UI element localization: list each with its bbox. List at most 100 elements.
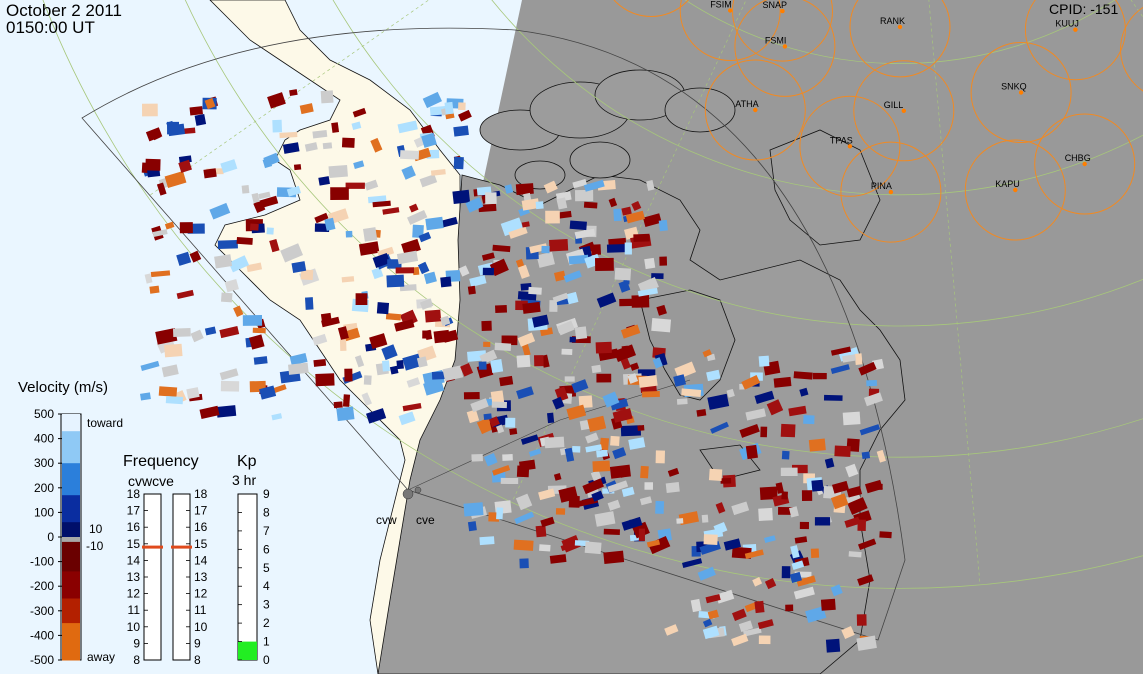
kp-tick-label: 1: [263, 635, 270, 649]
velocity-cell: [288, 362, 309, 375]
velocity-cell: [156, 182, 167, 196]
radar-label-cve: cve: [416, 513, 435, 527]
velocity-cell: [321, 316, 340, 328]
velocity-cell: [596, 449, 609, 458]
velocity-cell: [355, 293, 368, 306]
velocity-cell: [433, 329, 450, 344]
velocity-cell: [460, 362, 474, 377]
velocity-cell: [788, 405, 807, 417]
velocity-cell: [166, 121, 180, 135]
station-dot: [901, 108, 906, 114]
velocity-cell: [861, 451, 871, 460]
velocity-cell: [483, 341, 491, 347]
velocity-cell: [333, 401, 343, 409]
velocity-cell: [832, 480, 849, 494]
velocity-cell: [859, 424, 881, 436]
velocity-cell: [164, 170, 187, 188]
velocity-cell: [331, 122, 340, 133]
velocity-cell: [363, 227, 378, 242]
velocity-cell: [330, 187, 349, 200]
velocity-cell: [342, 394, 351, 407]
velocity-cell: [603, 528, 620, 536]
velocity-cell: [547, 412, 555, 424]
frequency-tick-label-right: 14: [194, 553, 208, 567]
velocity-cell: [759, 486, 778, 500]
frequency-tick-label-left: 16: [127, 520, 141, 534]
velocity-cell: [412, 224, 424, 238]
velocity-colorbar-segment: [62, 463, 80, 496]
velocity-cell: [467, 285, 476, 295]
velocity-cell: [465, 197, 484, 213]
radar-site-cve: [414, 486, 422, 494]
velocity-cell: [781, 491, 788, 500]
velocity-cell: [625, 210, 645, 224]
velocity-cell: [639, 496, 652, 506]
velocity-cell: [209, 202, 231, 220]
velocity-cell: [814, 517, 831, 526]
velocity-cell: [596, 292, 617, 308]
velocity-cell: [514, 511, 535, 525]
velocity-cell: [521, 221, 530, 228]
velocity-colorbar-segment: [62, 598, 80, 624]
velocity-cell: [500, 477, 519, 485]
frequency-legend-subtitle: cvwcve: [128, 473, 174, 489]
velocity-legend-title: Velocity (m/s): [18, 379, 108, 396]
velocity-cell: [866, 379, 878, 387]
velocity-cell: [621, 516, 643, 531]
velocity-cell: [407, 209, 428, 225]
arctic-island: [569, 141, 631, 179]
velocity-cell: [642, 213, 662, 227]
station-ring: [734, 0, 836, 97]
velocity-cell: [489, 416, 500, 428]
velocity-cell: [556, 320, 575, 336]
station-rings: [613, 0, 1143, 243]
velocity-cell: [572, 179, 587, 189]
latitude-circle: [491, 0, 1143, 196]
velocity-cell: [858, 361, 877, 376]
velocity-cell: [681, 388, 702, 398]
velocity-cell: [467, 521, 477, 532]
velocity-cell: [409, 203, 419, 213]
velocity-cell: [382, 360, 390, 372]
velocity-cell: [540, 516, 555, 528]
velocity-cell: [217, 239, 238, 249]
velocity-cell: [417, 261, 430, 275]
velocity-cell: [164, 343, 183, 358]
station-label: KUUJ: [1055, 19, 1079, 29]
velocity-cell: [739, 423, 760, 438]
velocity-cell: [701, 514, 709, 523]
velocity-cell: [789, 506, 799, 518]
velocity-cell: [554, 270, 566, 282]
velocity-cell: [612, 408, 633, 423]
station-dot: [780, 8, 785, 14]
velocity-colorbar-segment: [62, 414, 80, 432]
frequency-tick-label-right: 13: [194, 570, 208, 584]
velocity-cell: [577, 496, 599, 507]
velocity-cell: [703, 534, 718, 545]
velocity-cell: [820, 598, 836, 611]
velocity-cell: [825, 638, 841, 653]
velocity-cell: [419, 174, 438, 188]
velocity-cell: [621, 206, 632, 216]
velocity-cell: [501, 335, 518, 346]
kp-bar: [237, 493, 258, 661]
frequency-tick-label-left: 11: [128, 603, 141, 617]
velocity-cell: [673, 374, 687, 387]
velocity-cell: [697, 566, 716, 581]
velocity-cell: [492, 244, 511, 253]
station-ring: [964, 139, 1066, 241]
velocity-cell: [440, 276, 452, 288]
velocity-cell: [219, 368, 239, 381]
stations: KIANMCGRFYKNINUVGAKOWHITITALONRSQSNAPFSI…: [710, 0, 1091, 195]
velocity-cell: [150, 270, 171, 278]
velocity-cell: [502, 454, 513, 461]
velocity-cell: [585, 432, 599, 444]
velocity-cell: [367, 195, 387, 204]
velocity-cell: [199, 405, 220, 419]
velocity-cell: [591, 490, 604, 502]
velocity-cell: [720, 477, 732, 484]
velocity-cell: [336, 406, 355, 422]
velocity-colorbar-segment: [62, 522, 80, 533]
velocity-cell: [790, 545, 800, 559]
